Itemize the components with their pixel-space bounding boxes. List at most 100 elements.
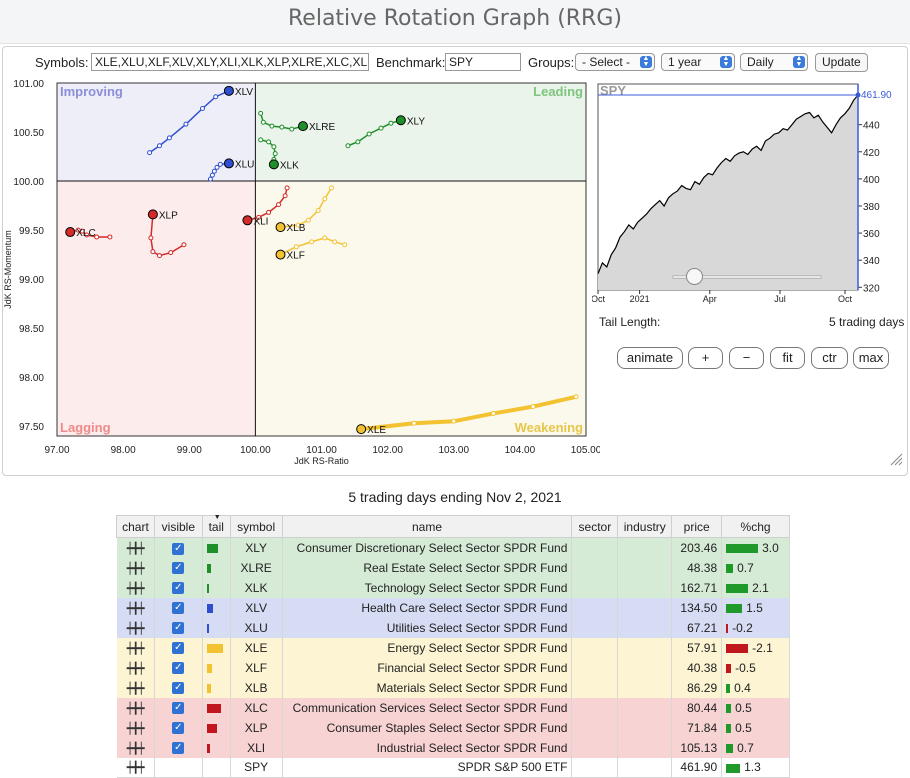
row-chart-cell[interactable]: ┿╋┿ [116,757,155,778]
col-header-pct-change[interactable]: %chg [721,515,790,538]
visible-checkbox[interactable]: ✓ [172,602,185,615]
visible-checkbox[interactable]: ✓ [172,722,185,735]
col-header-tail[interactable]: ▼ tail [201,514,231,538]
candlestick-chart-icon[interactable]: ┿╋┿ [126,562,145,575]
table-row[interactable]: ┿╋┿ ✓ XLB Materials Select Sector SPDR Fund… [116,677,790,698]
row-chart-cell[interactable]: ┿╋┿ [116,737,155,758]
candlestick-chart-icon[interactable]: ┿╋┿ [126,762,145,775]
candlestick-chart-icon[interactable]: ┿╋┿ [126,702,145,715]
quadrant-label-leading: Leading [533,84,583,99]
table-row[interactable]: ┿╋┿ ✓ XLK Technology Select Sector SPDR Fun… [116,577,790,598]
col-header-industry[interactable]: industry [617,515,673,538]
zoom-out-button[interactable]: − [729,347,764,369]
table-row[interactable]: ┿╋┿ ✓ XLC Communication Services Select Sec… [116,697,790,718]
col-header-name[interactable]: name [281,515,573,538]
col-header-price[interactable]: price [671,515,723,538]
col-header-chart[interactable]: chart [116,515,155,538]
table-row[interactable]: ┿╋┿ ✓ XLE Energy Select Sector SPDR Fund 57.… [116,637,790,658]
col-header-symbol[interactable]: symbol [229,515,283,538]
head-point [268,159,279,170]
table-row[interactable]: ┿╋┿ ✓ XLP Consumer Staples Select Sector SP… [116,717,790,738]
spy-x-tick-label: Oct [592,294,605,304]
visible-checkbox[interactable]: ✓ [172,682,185,695]
tail-point [345,143,351,149]
candlestick-chart-icon[interactable]: ┿╋┿ [126,682,145,695]
pct-change-bar [726,544,759,554]
row-visible-cell[interactable]: ✓ [154,597,203,618]
tail-point [342,242,348,248]
tail-length-slider-handle[interactable] [686,268,703,285]
row-chart-cell[interactable]: ┿╋┿ [116,637,155,658]
table-row[interactable]: ┿╋┿ ✓ XLU Utilities Select Sector SPDR Fund… [116,617,790,638]
visible-checkbox[interactable]: ✓ [172,622,185,635]
row-chart-cell[interactable]: ┿╋┿ [116,577,155,598]
row-chart-cell[interactable]: ┿╋┿ [116,677,155,698]
center-button[interactable]: ctr [811,347,848,369]
col-header-visible[interactable]: visible [153,515,203,538]
frequency-select[interactable]: Daily ▲ ▼ [740,53,808,71]
tail-point [217,161,223,167]
row-visible-cell[interactable]: ✓ [154,617,203,638]
row-chart-cell[interactable]: ┿╋┿ [116,717,155,738]
animate-button[interactable]: animate [617,347,683,369]
rrg-chart[interactable]: Improving Leading Lagging Weakening 97.00 98.… [0,76,600,506]
tail-length-bar [206,663,212,673]
row-visible-cell[interactable]: ✓ [154,717,203,738]
row-chart-cell[interactable]: ┿╋┿ [116,697,155,718]
update-button[interactable]: Update [815,53,868,72]
table-row[interactable]: ┿╋┿ SPY SPDR S&P 500 ETF 461.90 1.3 [116,757,790,778]
row-chart-cell[interactable]: ┿╋┿ [116,557,155,578]
visible-checkbox[interactable]: ✓ [172,562,185,575]
tail-line [150,214,185,257]
visible-checkbox[interactable]: ✓ [172,542,185,555]
resize-grip-icon[interactable] [889,452,903,471]
table-row[interactable]: ┿╋┿ ✓ XLV Health Care Select Sector SPDR Fu… [116,597,790,618]
table-row[interactable]: ┿╋┿ ✓ XLY Consumer Discretionary Select Sec… [116,537,790,558]
row-visible-cell[interactable]: ✓ [154,737,203,758]
row-visible-cell[interactable] [154,757,203,778]
row-chart-cell[interactable]: ┿╋┿ [116,537,155,558]
row-chart-cell[interactable]: ┿╋┿ [116,617,155,638]
symbols-label: Symbols: [35,55,89,70]
candlestick-chart-icon[interactable]: ┿╋┿ [126,662,145,675]
fit-button[interactable]: fit [770,347,805,369]
visible-checkbox[interactable]: ✓ [172,582,185,595]
pct-change-bar [726,743,734,753]
table-row[interactable]: ┿╋┿ ✓ XLF Financial Select Sector SPDR Fund… [116,657,790,678]
max-button[interactable]: max [853,347,889,369]
row-industry [617,657,673,678]
pct-change-bar [726,663,732,673]
row-symbol: XLE [230,637,283,658]
row-visible-cell[interactable]: ✓ [154,657,203,678]
row-chart-cell[interactable]: ┿╋┿ [116,657,155,678]
candlestick-chart-icon[interactable]: ┿╋┿ [126,722,145,735]
row-visible-cell[interactable]: ✓ [154,577,203,598]
candlestick-chart-icon[interactable]: ┿╋┿ [126,542,145,555]
candlestick-chart-icon[interactable]: ┿╋┿ [126,582,145,595]
row-visible-cell[interactable]: ✓ [154,637,203,658]
visible-checkbox[interactable]: ✓ [172,702,185,715]
row-visible-cell[interactable]: ✓ [154,677,203,698]
row-visible-cell[interactable]: ✓ [154,537,203,558]
candlestick-chart-icon[interactable]: ┿╋┿ [126,642,145,655]
visible-checkbox[interactable]: ✓ [172,662,185,675]
row-visible-cell[interactable]: ✓ [154,557,203,578]
tail-length-slider-track[interactable] [672,275,822,279]
col-header-sector[interactable]: sector [571,515,619,538]
candlestick-chart-icon[interactable]: ┿╋┿ [126,622,145,635]
table-row[interactable]: ┿╋┿ ✓ XLRE Real Estate Select Sector SPDR F… [116,557,790,578]
candlestick-chart-icon[interactable]: ┿╋┿ [126,602,145,615]
tail-length-bar [206,743,210,753]
visible-checkbox[interactable]: ✓ [172,642,185,655]
benchmark-input[interactable]: SPY [445,53,521,71]
period-select[interactable]: 1 year ▲ ▼ [661,53,735,71]
row-visible-cell[interactable]: ✓ [154,697,203,718]
spy-x-tick-label: Apr [703,294,717,304]
candlestick-chart-icon[interactable]: ┿╋┿ [126,742,145,755]
visible-checkbox[interactable]: ✓ [172,742,185,755]
symbols-input[interactable]: XLE,XLU,XLF,XLV,XLY,XLI,XLK,XLP,XLRE,XLC… [91,53,369,71]
groups-select[interactable]: - Select - ▲ ▼ [575,53,655,71]
table-row[interactable]: ┿╋┿ ✓ XLI Industrial Select Sector SPDR Fun… [116,737,790,758]
row-chart-cell[interactable]: ┿╋┿ [116,597,155,618]
zoom-in-button[interactable]: + [688,347,723,369]
